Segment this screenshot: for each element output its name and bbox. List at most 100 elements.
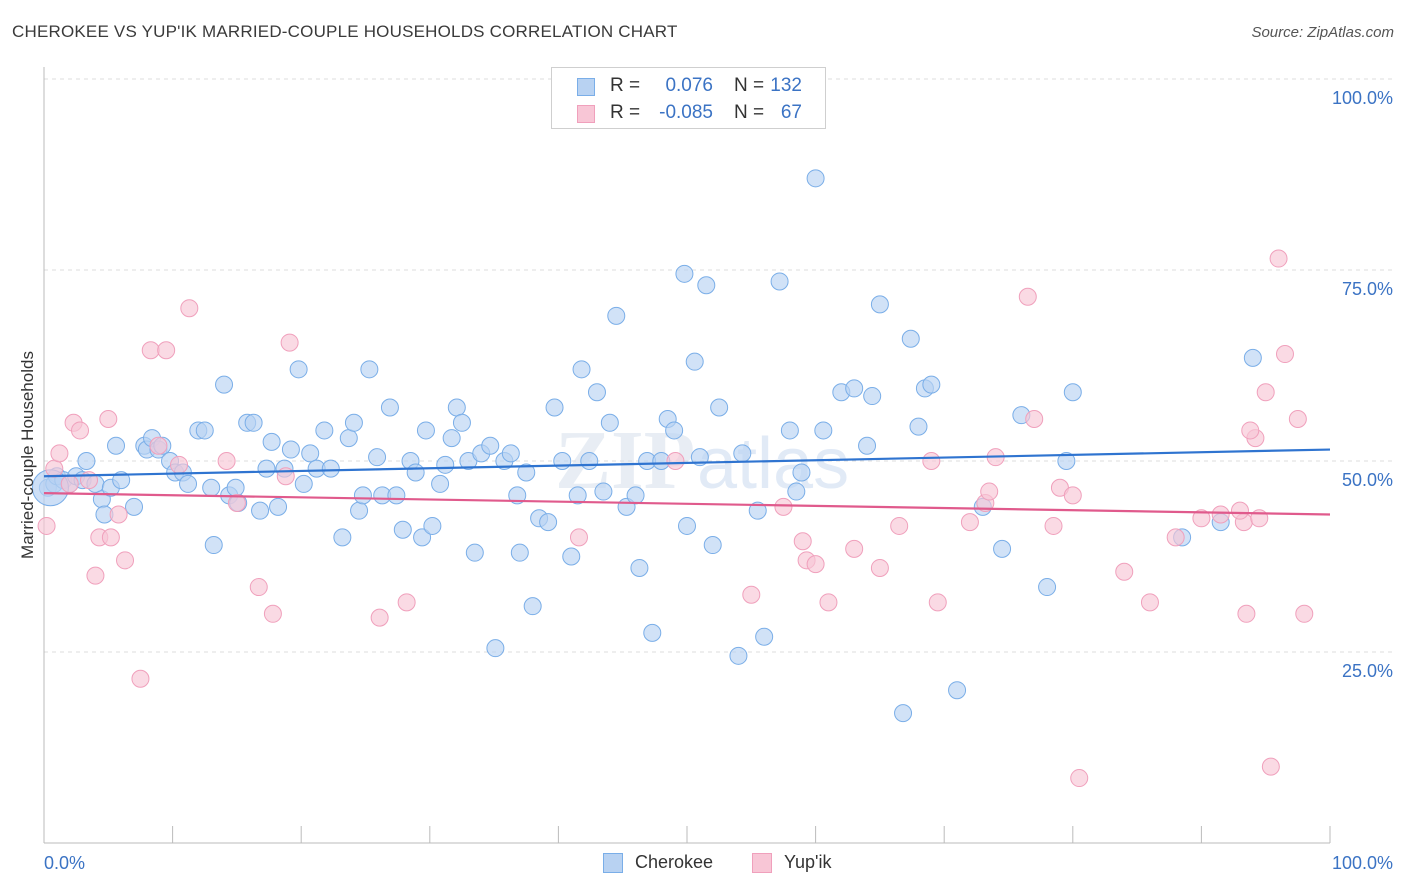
legend-r-value: 0.076 [665, 75, 713, 96]
legend-n-label: N = [734, 75, 765, 96]
yupik-point [793, 532, 812, 551]
yupik-point [1275, 345, 1294, 364]
cherokee-point [1063, 383, 1082, 402]
cherokee-point [510, 543, 529, 562]
cherokee-point [675, 264, 694, 283]
cherokee-point [733, 444, 752, 463]
cherokee-point [517, 463, 536, 482]
cherokee-point [806, 169, 825, 188]
cherokee-point [350, 501, 369, 520]
yupik-point [227, 494, 246, 513]
cherokee-point [729, 646, 748, 665]
chart-source: Source: ZipAtlas.com [1251, 24, 1394, 41]
y-tick-label: 50.0% [1342, 470, 1393, 490]
legend-r-label: R = [610, 102, 641, 123]
yupik-point [149, 436, 168, 455]
yupik-point [99, 409, 118, 428]
cherokee-point [481, 436, 500, 455]
cherokee-point [333, 528, 352, 547]
yupik-point [569, 528, 588, 547]
yupik-point [1115, 562, 1134, 581]
cherokee-point [179, 474, 198, 493]
cherokee-point [553, 452, 572, 470]
yupik-point [141, 341, 160, 360]
x-tick-label: 100.0% [1332, 853, 1393, 873]
yupik-point [870, 558, 889, 577]
cherokee-point [107, 436, 126, 455]
cherokee-point [600, 413, 619, 432]
legend-n-value: 132 [770, 75, 802, 96]
legend-r-label: R = [610, 75, 641, 96]
cherokee-point [607, 306, 626, 325]
gridlines [44, 78, 1392, 653]
bottom-legend-label: Cherokee [635, 852, 714, 872]
cherokee-point [315, 421, 334, 440]
cherokee-point [568, 486, 587, 505]
chart-title: CHEROKEE VS YUP'IK MARRIED-COUPLE HOUSEH… [12, 22, 678, 41]
yupik-point [774, 497, 793, 516]
cherokee-point [587, 383, 606, 402]
yupik-point [666, 452, 685, 470]
yupik-point [845, 539, 864, 558]
cherokee-point [572, 360, 591, 379]
yupik-point [1063, 486, 1082, 505]
cherokee-point [244, 413, 263, 432]
cherokee-point [447, 398, 466, 417]
yupik-point [109, 505, 128, 524]
cherokee-point [301, 444, 320, 463]
cherokee-point [413, 528, 432, 547]
cherokee-point [1243, 348, 1262, 367]
yupik-point [397, 593, 416, 612]
cherokee-point [845, 379, 864, 398]
yupik-point [980, 482, 999, 501]
cherokee-point [465, 543, 484, 562]
yupik-point [1025, 409, 1044, 428]
yupik-point [1070, 769, 1089, 788]
yupik-point [1140, 593, 1159, 612]
cherokee-point [77, 452, 96, 470]
yupik-point [1288, 409, 1307, 428]
cherokee-point [922, 375, 941, 394]
cherokee-point [353, 486, 372, 505]
cherokee-point [195, 421, 214, 440]
yupik-swatch [752, 853, 772, 873]
y-tick-label: 100.0% [1332, 88, 1393, 108]
yupik-point [890, 516, 909, 535]
cherokee-point [393, 520, 412, 539]
cherokee-point [580, 452, 599, 470]
cherokee-point [562, 547, 581, 566]
cherokee-swatch [577, 78, 595, 96]
cherokee-point [387, 486, 406, 505]
yupik-point [742, 585, 761, 604]
cherokee-point [901, 329, 920, 348]
cherokee-point [486, 639, 505, 658]
cherokee-point [948, 681, 967, 700]
cherokee-point [690, 448, 709, 467]
cherokee-point [204, 536, 223, 555]
yupik-point [1256, 383, 1275, 402]
yupik-point [86, 566, 105, 585]
yupik-point [180, 299, 199, 318]
yupik-point [249, 578, 268, 597]
cherokee-point [436, 455, 455, 474]
cherokee-point [814, 421, 833, 440]
yupik-point [101, 528, 120, 547]
bottom-legend-label: Yup'ik [784, 852, 832, 872]
legend-n-value: 67 [780, 102, 802, 123]
cherokee-point [215, 375, 234, 394]
cherokee-point [539, 513, 558, 532]
cherokee-point [416, 421, 435, 440]
y-tick-label: 75.0% [1342, 279, 1393, 299]
cherokee-point [993, 539, 1012, 558]
cherokee-point [626, 486, 645, 505]
yupik-point [116, 551, 135, 570]
yupik-swatch [577, 105, 595, 123]
yupik-point [71, 421, 90, 440]
cherokee-point [858, 436, 877, 455]
cherokee-point [423, 516, 442, 535]
cherokee-point [501, 444, 520, 463]
yupik-point [60, 474, 79, 493]
axes [43, 67, 1331, 844]
yupik-point [1241, 421, 1260, 440]
